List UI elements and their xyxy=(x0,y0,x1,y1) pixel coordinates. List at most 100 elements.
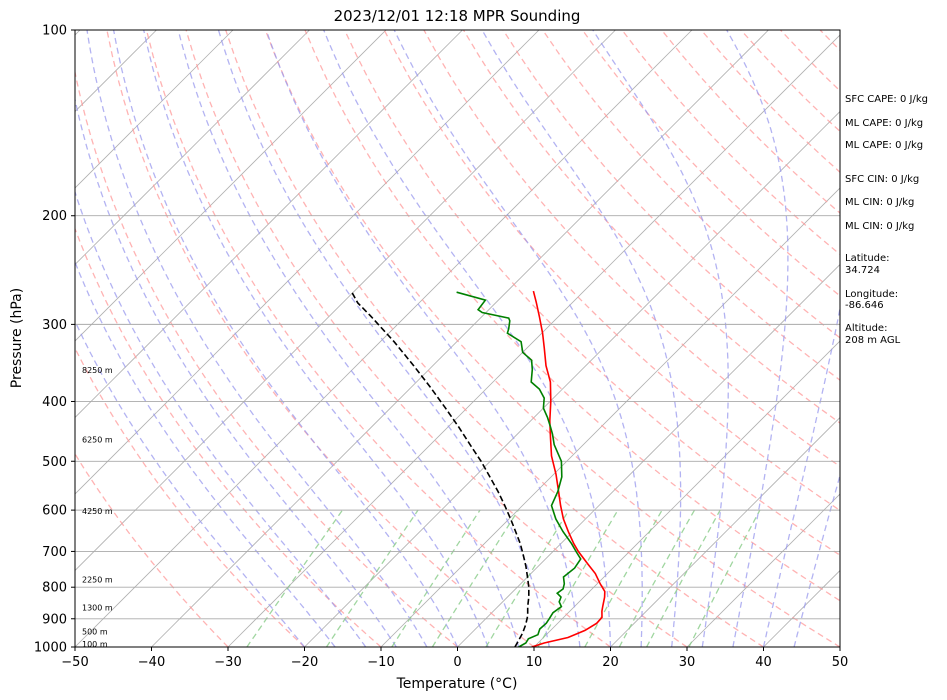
x-tick-label: −50 xyxy=(61,655,88,670)
y-tick-label: 1000 xyxy=(34,641,67,656)
isotherm-line xyxy=(686,493,840,647)
isotherm-line xyxy=(75,30,234,189)
dry-adiabat-line xyxy=(304,30,840,602)
annotation-text: Altitude: xyxy=(845,323,887,334)
mixing-ratio-line xyxy=(537,509,619,647)
isotherm-line xyxy=(151,30,769,647)
mixing-ratio-line xyxy=(688,509,761,647)
moist-adiabat-line xyxy=(112,30,459,647)
y-tick-label: 600 xyxy=(42,504,67,519)
x-tick-label: −30 xyxy=(214,655,241,670)
y-tick-label: 100 xyxy=(42,24,67,39)
isotherm-line xyxy=(610,416,840,647)
mixing-ratio-line xyxy=(646,509,721,647)
y-axis-label: Pressure (hPa) xyxy=(9,288,25,388)
x-tick-label: 40 xyxy=(755,655,772,670)
dry-adiabat-line xyxy=(264,30,840,647)
annotation-text: Latitude: xyxy=(845,253,890,264)
isotherm-line xyxy=(75,30,463,419)
dry-adiabat-line xyxy=(225,30,764,647)
height-labels: 100 m 500 m 1300 m 2250 m 4250 m 6250 m 8250 m xyxy=(82,366,113,649)
isotherm-line xyxy=(75,30,387,342)
y-tick-label: 900 xyxy=(42,612,67,627)
y-tick-label: 300 xyxy=(42,318,67,333)
annotation-text: -86.646 xyxy=(845,300,884,311)
x-tick-label: 50 xyxy=(832,655,849,670)
parcel-line xyxy=(351,291,530,647)
background-lines xyxy=(0,30,840,647)
x-tick-label: −40 xyxy=(138,655,165,670)
sounding-series xyxy=(351,290,606,647)
isotherm-line xyxy=(75,30,540,495)
moist-adiabat-line xyxy=(75,96,397,647)
mixing-ratio-line xyxy=(391,509,481,647)
moist-adiabat-line xyxy=(86,30,428,647)
moist-adiabat-line xyxy=(393,30,643,647)
y-tick-label: 800 xyxy=(42,581,67,596)
dry-adiabat-line xyxy=(75,346,305,647)
x-tick-label: 0 xyxy=(453,655,461,670)
y-tick-label: 500 xyxy=(42,455,67,470)
x-tick-label: 20 xyxy=(602,655,619,670)
moist-adiabat-line xyxy=(177,30,520,647)
mixing-ratio-line xyxy=(246,509,344,647)
y-tick-label: 700 xyxy=(42,545,67,560)
moist-adiabat-line xyxy=(265,30,581,647)
height-label: 500 m xyxy=(82,627,108,636)
sounding-annotations: SFC CAPE: 0 J/kg ML CAPE: 0 J/kg ML CAPE: … xyxy=(845,94,928,346)
dry-adiabat-line xyxy=(383,30,840,512)
mixing-ratio-line xyxy=(485,509,570,647)
height-label: 1300 m xyxy=(82,603,113,612)
moist-adiabat-line xyxy=(323,30,612,647)
dry-adiabat-line xyxy=(145,30,611,647)
isotherm-line xyxy=(380,187,840,647)
dry-adiabat-line xyxy=(75,452,229,647)
moist-adiabat-line xyxy=(75,189,367,647)
annotation-text: SFC CIN: 0 J/kg xyxy=(845,174,919,185)
isobar-gridlines xyxy=(75,29,840,648)
isotherm-line xyxy=(75,30,693,647)
isotherm-line xyxy=(0,30,4,647)
mixing-ratio-line xyxy=(431,509,519,647)
x-axis-ticks: −50 −40 −30 −20 −10 0 10 20 30 40 50 xyxy=(61,647,848,670)
annotation-text: Longitude: xyxy=(845,289,898,300)
moist-adiabat-line xyxy=(726,30,789,647)
height-label: 2250 m xyxy=(82,575,113,584)
isotherm-line xyxy=(75,30,310,266)
isotherm-line xyxy=(533,340,840,647)
moist-adiabat-line xyxy=(762,305,840,647)
dry-adiabat-line xyxy=(75,69,458,647)
height-label: 4250 m xyxy=(82,507,113,516)
dry-adiabat-line xyxy=(344,30,840,556)
dry-adiabat-line xyxy=(185,30,688,647)
annotation-text: ML CIN: 0 J/kg xyxy=(845,221,914,232)
annotation-text: 208 m AGL xyxy=(845,335,901,346)
x-tick-label: 30 xyxy=(679,655,696,670)
annotation-text: 34.724 xyxy=(845,265,880,276)
dewpoint-line xyxy=(456,291,582,647)
dry-adiabat-line xyxy=(423,30,840,468)
height-label: 6250 m xyxy=(82,436,113,445)
annotation-text: ML CAPE: 0 J/kg xyxy=(845,118,923,129)
height-label: 100 m xyxy=(82,640,108,649)
height-label: 8250 m xyxy=(82,366,113,375)
x-tick-label: −10 xyxy=(367,655,394,670)
y-tick-label: 200 xyxy=(42,209,67,224)
y-axis-ticks: 100 200 300 400 500 600 700 800 900 1000 xyxy=(34,24,75,656)
plot-frame xyxy=(74,29,841,648)
dry-adiabat-line xyxy=(106,30,535,647)
isotherm-line xyxy=(75,30,616,572)
y-tick-label: 400 xyxy=(42,395,67,410)
moist-adiabat-line xyxy=(217,30,550,647)
chart-title: 2023/12/01 12:18 MPR Sounding xyxy=(334,7,581,25)
isotherm-line xyxy=(304,110,840,647)
x-tick-label: −20 xyxy=(291,655,318,670)
annotation-text: ML CIN: 0 J/kg xyxy=(845,197,914,208)
x-tick-label: 10 xyxy=(526,655,543,670)
mixing-ratio-line xyxy=(618,509,696,647)
annotation-text: SFC CAPE: 0 J/kg xyxy=(845,94,928,105)
moist-adiabat-line xyxy=(592,30,729,647)
moist-adiabat-line xyxy=(793,473,840,647)
mixing-ratio-line xyxy=(584,509,663,647)
